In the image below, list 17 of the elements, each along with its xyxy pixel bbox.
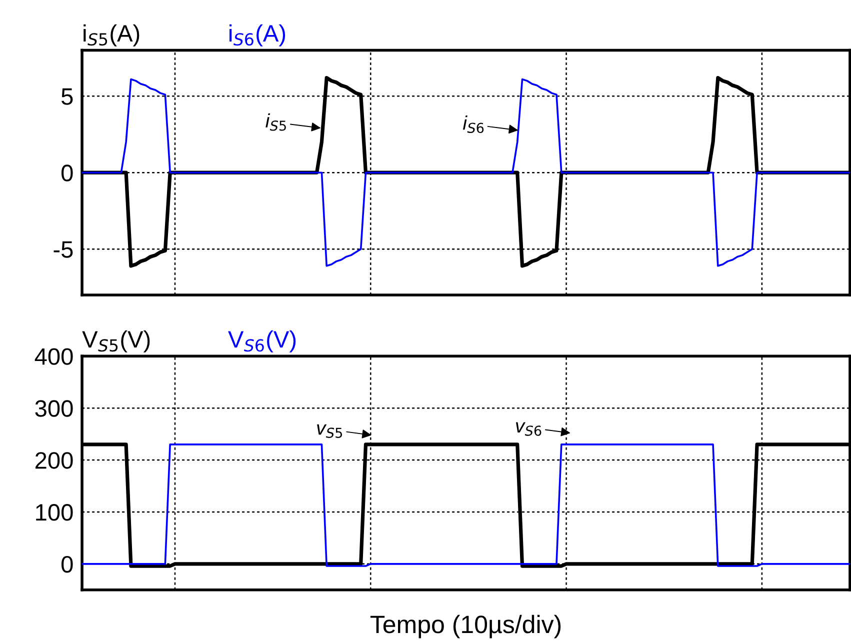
text: i$_{S6}$(A) — [230, 24, 286, 46]
y-tick-label: 0 — [61, 556, 73, 573]
annotation: i$_{S6}$ — [462, 116, 484, 134]
annotation: v$_{S5}$ — [317, 424, 342, 438]
annotation: i$_{S5}$ — [266, 113, 286, 131]
text: i$_{S5}$(A) — [84, 24, 140, 46]
text: V$_{S5}$(V) — [82, 330, 150, 352]
y-tick-label: 5 — [62, 88, 73, 105]
y-tick-label: 200 — [36, 452, 73, 469]
y-tick-label: 300 — [35, 400, 73, 417]
x-axis-title: Tempo (10µs/div) — [370, 614, 561, 638]
text: V$_{S6}$(V) — [228, 330, 296, 352]
y-tick-label: 400 — [34, 348, 73, 365]
y-tick-label: 100 — [36, 504, 73, 521]
y-tick-label: -5 — [54, 241, 73, 258]
y-tick-label: 0 — [61, 164, 73, 182]
annotation: v$_{S6}$ — [516, 422, 542, 436]
